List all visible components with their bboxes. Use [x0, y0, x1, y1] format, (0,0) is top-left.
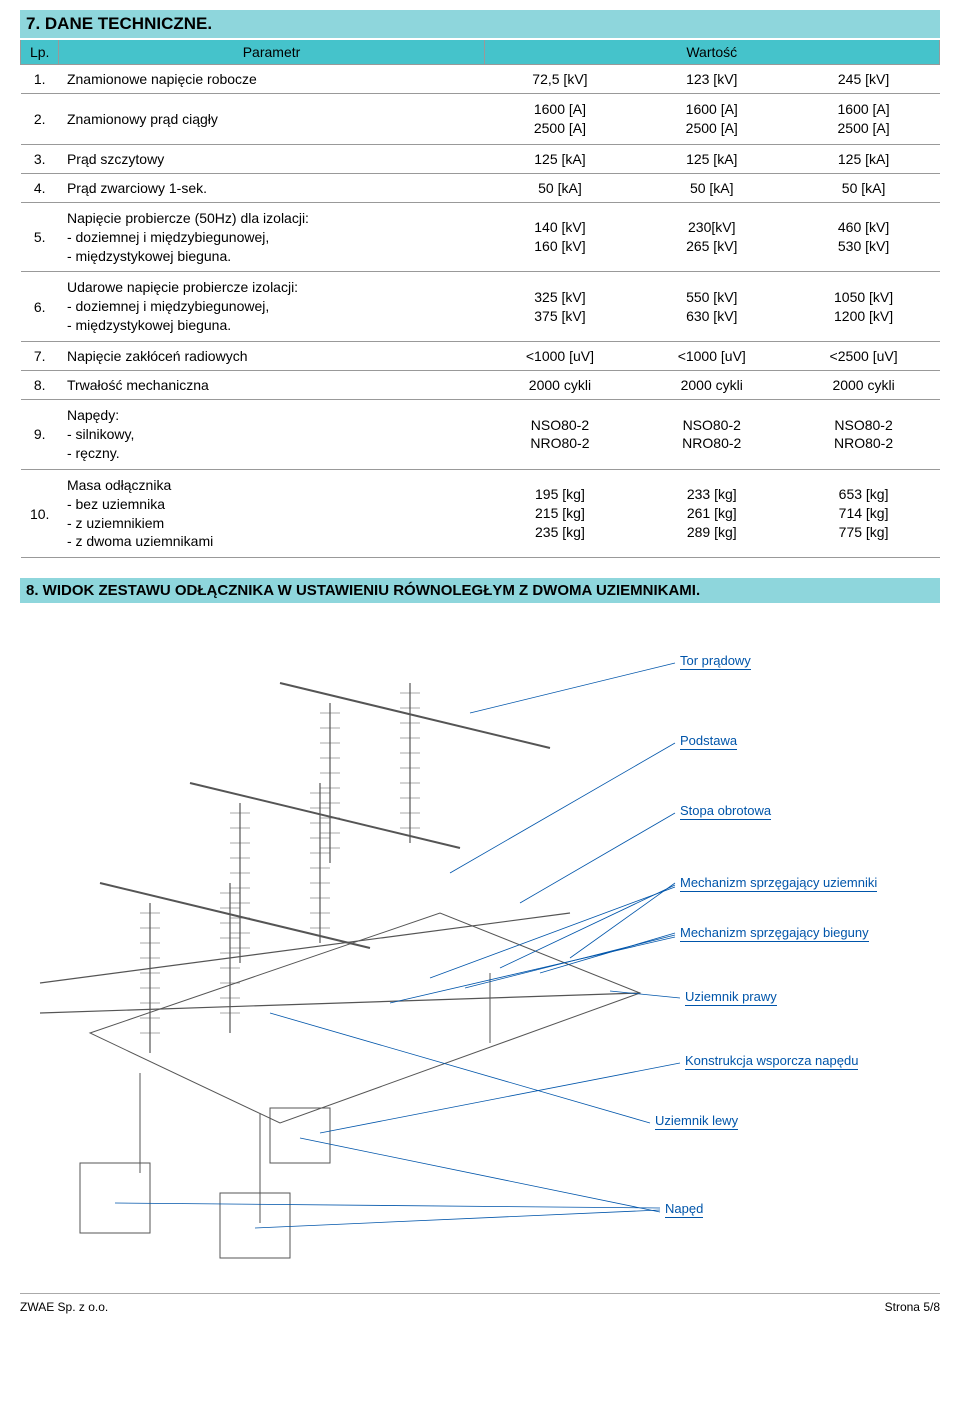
- table-row: 2.Znamionowy prąd ciągły1600 [A]2500 [A]…: [21, 94, 940, 145]
- label-uziemnik-lewy: Uziemnik lewy: [655, 1113, 738, 1130]
- param-cell: Prąd zwarciowy 1-sek.: [59, 173, 484, 202]
- table-row: 6.Udarowe napięcie probiercze izolacji:-…: [21, 272, 940, 342]
- param-cell: Prąd szczytowy: [59, 144, 484, 173]
- label-mech-bieguny: Mechanizm sprzęgający bieguny: [680, 925, 869, 942]
- param-cell: Masa odłącznika- bez uziemnika- z uziemn…: [59, 469, 484, 558]
- th-value: Wartość: [484, 40, 939, 65]
- footer: ZWAE Sp. z o.o. Strona 5/8: [20, 1293, 940, 1314]
- label-stopa: Stopa obrotowa: [680, 803, 771, 820]
- section7-title: 7. DANE TECHNICZNE.: [20, 10, 940, 38]
- table-row: 1.Znamionowe napięcie robocze72,5 [kV]12…: [21, 65, 940, 94]
- label-naped: Napęd: [665, 1201, 703, 1218]
- table-row: 3.Prąd szczytowy125 [kA]125 [kA]125 [kA]: [21, 144, 940, 173]
- label-tor: Tor prądowy: [680, 653, 751, 670]
- label-mech-uziemniki: Mechanizm sprzęgający uziemniki: [680, 875, 877, 892]
- param-cell: Udarowe napięcie probiercze izolacji:- d…: [59, 272, 484, 342]
- diagram-area: Tor prądowy Podstawa Stopa obrotowa Mech…: [20, 613, 940, 1263]
- label-konstrukcja: Konstrukcja wsporcza napędu: [685, 1053, 858, 1070]
- param-cell: Napięcie probiercze (50Hz) dla izolacji:…: [59, 202, 484, 272]
- param-cell: Napędy:- silnikowy,- ręczny.: [59, 400, 484, 470]
- table-row: 4.Prąd zwarciowy 1-sek.50 [kA]50 [kA]50 …: [21, 173, 940, 202]
- table-row: 10.Masa odłącznika- bez uziemnika- z uzi…: [21, 469, 940, 558]
- table-row: 7.Napięcie zakłóceń radiowych<1000 [uV]<…: [21, 342, 940, 371]
- data-table: Lp. Parametr Wartość 1.Znamionowe napięc…: [20, 40, 940, 558]
- label-podstawa: Podstawa: [680, 733, 737, 750]
- label-uziemnik-prawy: Uziemnik prawy: [685, 989, 777, 1006]
- section8-title: 8. WIDOK ZESTAWU ODŁĄCZNIKA W USTAWIENIU…: [20, 578, 940, 603]
- param-cell: Znamionowe napięcie robocze: [59, 65, 484, 94]
- table-row: 8.Trwałość mechaniczna2000 cykli2000 cyk…: [21, 371, 940, 400]
- param-cell: Napięcie zakłóceń radiowych: [59, 342, 484, 371]
- footer-right: Strona 5/8: [885, 1300, 940, 1314]
- th-lp: Lp.: [21, 40, 59, 65]
- table-row: 9.Napędy:- silnikowy,- ręczny.NSO80-2NRO…: [21, 400, 940, 470]
- param-cell: Znamionowy prąd ciągły: [59, 94, 484, 145]
- param-cell: Trwałość mechaniczna: [59, 371, 484, 400]
- footer-left: ZWAE Sp. z o.o.: [20, 1300, 108, 1314]
- th-param: Parametr: [59, 40, 484, 65]
- table-row: 5.Napięcie probiercze (50Hz) dla izolacj…: [21, 202, 940, 272]
